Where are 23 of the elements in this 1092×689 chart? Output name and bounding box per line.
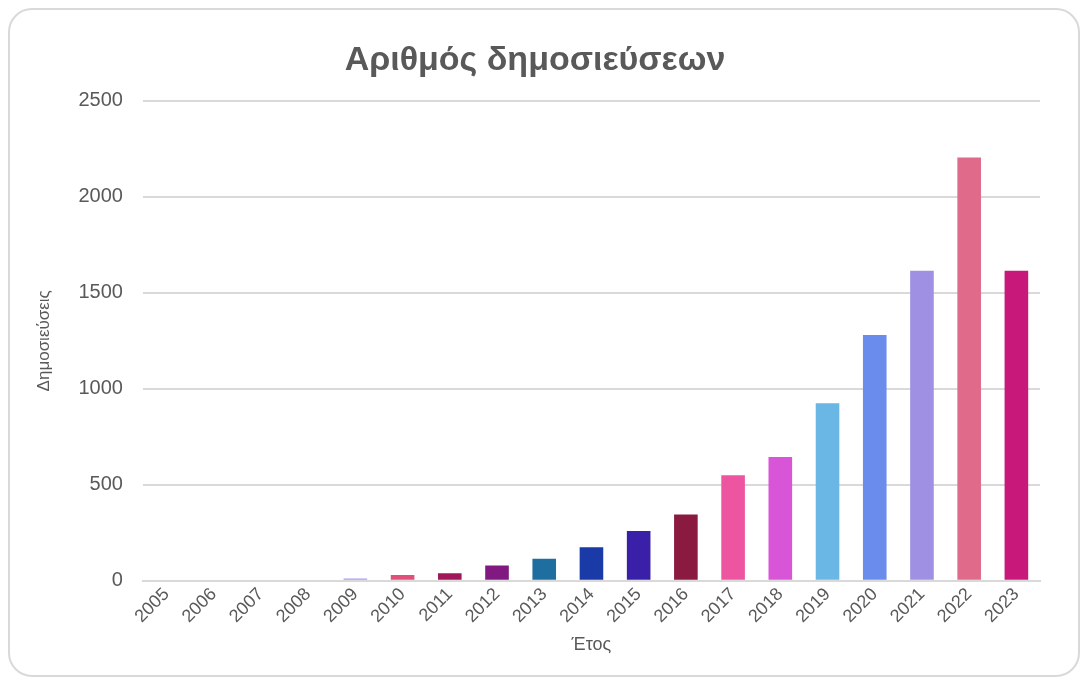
bar	[862, 335, 887, 580]
x-axis-title: Έτος	[570, 634, 612, 655]
bar	[437, 573, 462, 580]
bar	[957, 157, 981, 580]
y-tick-label: 2000	[78, 184, 123, 207]
bar	[674, 514, 698, 580]
bar	[579, 547, 604, 580]
chart-title: Αριθμός δημοσιεύσεων	[344, 38, 726, 77]
bar	[390, 575, 415, 580]
y-tick-label: 1000	[78, 376, 123, 399]
y-tick-label: 0	[111, 568, 123, 591]
bar	[532, 558, 557, 580]
bar	[910, 270, 934, 580]
y-tick-label: 2500	[78, 88, 123, 111]
bar	[485, 565, 509, 580]
y-tick-label: 500	[89, 472, 123, 495]
bar	[815, 403, 840, 580]
bar	[626, 530, 651, 580]
y-axis-title: Δημοσιεύσεις	[33, 290, 53, 392]
bar	[1004, 270, 1029, 580]
bar	[768, 456, 793, 580]
y-tick-label: 1500	[78, 280, 123, 303]
bar	[721, 475, 745, 580]
